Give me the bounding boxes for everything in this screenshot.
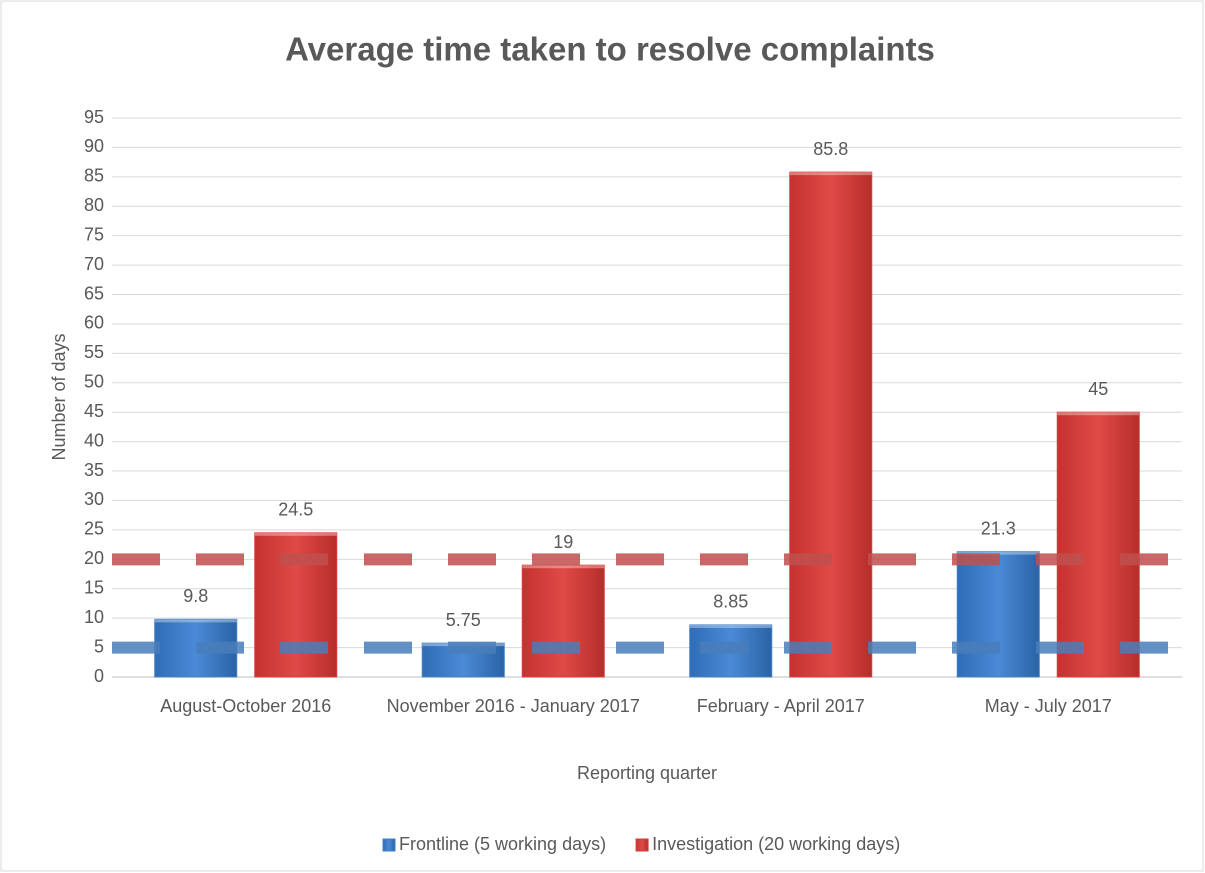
data-label: 19 (553, 532, 573, 552)
chart-title: Average time taken to resolve complaints (285, 31, 935, 68)
y-tick-label: 10 (84, 607, 104, 627)
legend-swatch (635, 838, 649, 852)
bar (1056, 411, 1140, 678)
bar-top (254, 532, 337, 536)
data-label: 85.8 (813, 139, 848, 159)
y-tick-label: 50 (84, 372, 104, 392)
y-tick-label: 65 (84, 283, 104, 303)
y-tick-label: 70 (84, 254, 104, 274)
x-axis-label: Reporting quarter (577, 763, 717, 783)
y-axis-label: Number of days (49, 333, 69, 460)
y-tick-label: 75 (84, 224, 104, 244)
bar (956, 551, 1040, 678)
bar-top (689, 624, 772, 628)
data-label: 45 (1088, 379, 1108, 399)
bar-top (789, 172, 872, 176)
y-tick-label: 25 (84, 519, 104, 539)
data-label: 24.5 (278, 500, 313, 520)
x-tick-label: May - July 2017 (984, 696, 1112, 716)
y-tick-label: 90 (84, 136, 104, 156)
y-tick-label: 45 (84, 401, 104, 421)
bar-top (154, 619, 237, 623)
y-tick-label: 15 (84, 577, 104, 597)
y-tick-label: 0 (94, 666, 104, 686)
data-label: 9.8 (183, 586, 208, 606)
y-tick-label: 85 (84, 166, 104, 186)
bar (789, 171, 873, 678)
legend-label: Frontline (5 working days) (399, 834, 606, 854)
legend-swatch (382, 838, 396, 852)
y-tick-label: 30 (84, 489, 104, 509)
y-tick-label: 55 (84, 342, 104, 362)
bar-top (1057, 412, 1140, 416)
data-label: 5.75 (446, 610, 481, 630)
y-tick-label: 40 (84, 430, 104, 450)
bar (521, 564, 605, 678)
x-tick-label: August-October 2016 (160, 696, 332, 716)
y-tick-label: 80 (84, 195, 104, 215)
y-tick-label: 20 (84, 548, 104, 568)
data-label: 8.85 (713, 592, 748, 612)
y-tick-label: 60 (84, 313, 104, 333)
x-tick-label: November 2016 - January 2017 (386, 696, 640, 716)
bar-top (522, 565, 605, 569)
y-tick-label: 35 (84, 460, 104, 480)
legend-label: Investigation (20 working days) (652, 834, 900, 854)
x-tick-label: February - April 2017 (696, 696, 865, 716)
data-label: 21.3 (981, 518, 1016, 538)
y-tick-label: 95 (84, 107, 104, 127)
y-tick-label: 5 (94, 636, 104, 656)
bar-top (957, 551, 1040, 555)
